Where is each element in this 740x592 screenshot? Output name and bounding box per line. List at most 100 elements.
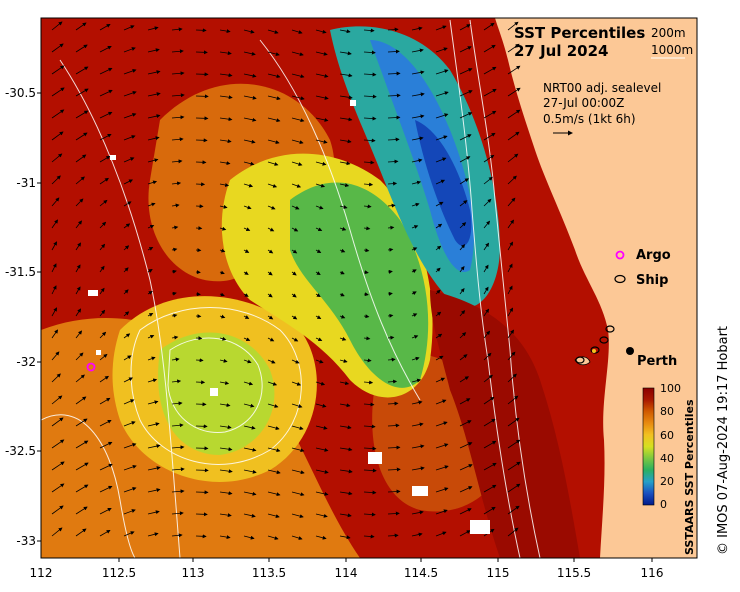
current-vector — [339, 73, 353, 78]
current-vector — [243, 535, 255, 540]
current-vector — [387, 159, 399, 164]
current-vector — [99, 265, 105, 273]
current-vector — [483, 330, 491, 339]
current-vector — [171, 181, 182, 186]
current-vector — [243, 381, 254, 386]
current-vector — [435, 69, 449, 75]
current-vector — [219, 358, 228, 363]
current-vector — [459, 376, 470, 383]
current-vector — [243, 161, 255, 166]
current-vector — [123, 179, 134, 185]
current-vector — [99, 507, 112, 515]
current-vector — [459, 398, 471, 405]
current-vector — [387, 467, 401, 472]
current-vector — [459, 134, 472, 141]
current-vector — [411, 422, 424, 427]
current-vector — [363, 204, 372, 209]
current-vector — [363, 512, 376, 517]
current-vector — [411, 466, 425, 471]
current-vector — [171, 335, 179, 340]
current-vector — [339, 491, 353, 496]
current-vector — [459, 244, 466, 251]
current-vector — [171, 489, 185, 494]
current-vector — [171, 93, 185, 98]
current-vector — [483, 418, 496, 427]
current-vector — [435, 333, 443, 339]
current-vector — [291, 293, 297, 298]
x-tick-label: 115 — [487, 566, 510, 580]
current-vector — [387, 357, 396, 362]
current-vector — [99, 309, 106, 317]
current-vector — [291, 535, 303, 540]
current-vector — [315, 271, 321, 276]
x-tick-label: 113 — [182, 566, 205, 580]
current-vector — [435, 25, 447, 31]
ship-track — [575, 325, 615, 364]
current-vector — [99, 419, 112, 427]
current-vector — [267, 205, 276, 210]
current-vector — [123, 69, 137, 75]
current-vector — [363, 292, 369, 297]
current-scale-label: 0.5m/s (1kt 6h) — [543, 112, 636, 126]
current-vector — [291, 205, 300, 210]
current-vector — [147, 202, 156, 207]
current-vector — [507, 307, 514, 317]
current-vector — [219, 535, 231, 540]
current-vector — [459, 46, 472, 53]
x-tick-label: 112 — [30, 566, 53, 580]
current-vector — [411, 136, 424, 141]
current-vector — [51, 307, 57, 317]
current-vector — [507, 43, 520, 53]
current-vector — [483, 132, 496, 141]
current-vector — [123, 377, 134, 383]
x-tick-label: 115.5 — [557, 566, 591, 580]
current-vector — [147, 158, 159, 163]
current-vector — [435, 443, 449, 449]
current-vector — [387, 401, 399, 406]
current-vector — [123, 421, 136, 427]
current-vector — [147, 48, 160, 53]
current-vector — [507, 131, 520, 141]
current-vector — [123, 25, 135, 31]
current-vector — [219, 29, 231, 34]
perth-label: Perth — [637, 354, 677, 369]
current-vector — [387, 71, 401, 76]
current-vector — [243, 95, 257, 100]
current-vector — [51, 285, 57, 295]
current-vector — [411, 247, 418, 251]
current-vector — [507, 109, 521, 119]
current-vector — [219, 183, 230, 187]
current-vector — [435, 157, 447, 163]
current-vector — [51, 219, 59, 229]
current-vector — [267, 469, 281, 475]
current-vector — [363, 138, 376, 143]
current-vector — [267, 249, 274, 254]
current-vector — [339, 359, 348, 363]
current-vector — [483, 242, 490, 251]
credit-text: © IMOS 07-Aug-2024 19:17 Hobart — [716, 326, 731, 555]
current-vector — [51, 109, 65, 119]
argo-float-marker[interactable] — [86, 362, 96, 372]
current-vector — [291, 249, 298, 254]
current-vector — [507, 197, 516, 207]
current-vector — [483, 308, 490, 317]
current-vector — [291, 513, 304, 519]
current-vector — [75, 330, 83, 339]
current-vector — [291, 227, 299, 232]
argo-marker-icon — [615, 250, 625, 260]
current-vector — [219, 292, 225, 297]
current-vector — [483, 220, 491, 229]
current-vector — [483, 286, 489, 295]
current-vector — [99, 111, 113, 119]
y-axis: -30.5 -31 -31.5 -32 -32.5 -33 — [5, 86, 41, 548]
current-vector — [315, 117, 329, 122]
ship-marker[interactable] — [592, 349, 596, 353]
current-vector — [315, 293, 321, 298]
current-vector — [435, 509, 448, 515]
current-vector — [51, 87, 65, 97]
current-vector — [171, 533, 183, 538]
current-vector — [267, 183, 278, 188]
current-vector — [75, 528, 87, 537]
current-vector — [219, 314, 226, 319]
current-vector — [171, 49, 184, 54]
